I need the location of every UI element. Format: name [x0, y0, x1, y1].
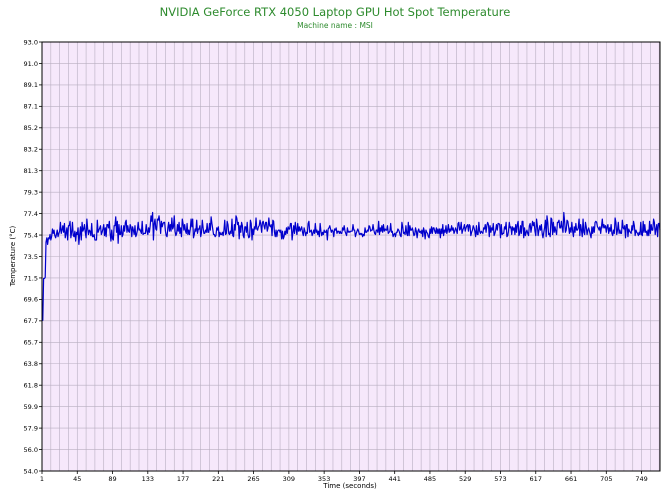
- y-axis-ticks: 93.0 91.0 89.1 87.1 85.2 83.2 81.3 79.3 77.4 75.4…: [24, 38, 42, 475]
- x-tick-label: 441: [388, 475, 400, 483]
- y-tick-label: 59.9: [24, 403, 38, 411]
- x-tick-label: 309: [283, 475, 295, 483]
- grid: [42, 42, 660, 471]
- y-tick-label: 87.1: [24, 103, 38, 111]
- y-axis-label: Temperature (°C): [9, 226, 17, 288]
- x-axis-label: Time (seconds): [322, 482, 377, 490]
- y-tick-label: 77.4: [24, 210, 38, 218]
- y-tick-label: 79.3: [24, 188, 38, 196]
- y-tick-label: 57.9: [24, 424, 38, 432]
- x-tick-label: 1: [40, 475, 44, 483]
- y-tick-label: 63.8: [24, 360, 38, 368]
- series-line: [42, 211, 661, 321]
- x-tick-label: 749: [635, 475, 647, 483]
- y-tick-label: 75.4: [24, 231, 38, 239]
- x-tick-label: 89: [108, 475, 116, 483]
- y-tick-label: 54.0: [24, 467, 38, 475]
- y-tick-label: 67.7: [24, 317, 38, 325]
- x-tick-label: 705: [600, 475, 612, 483]
- x-tick-label: 177: [177, 475, 189, 483]
- plot-border: [41, 41, 661, 472]
- y-tick-label: 91.0: [24, 60, 38, 68]
- y-tick-label: 85.2: [24, 124, 38, 132]
- x-tick-label: 617: [530, 475, 542, 483]
- y-tick-label: 71.5: [24, 274, 38, 282]
- x-tick-label: 221: [212, 475, 224, 483]
- x-tick-label: 265: [247, 475, 259, 483]
- x-tick-label: 529: [459, 475, 471, 483]
- y-tick-label: 61.8: [24, 382, 38, 390]
- chart-title: NVIDIA GeForce RTX 4050 Laptop GPU Hot S…: [160, 5, 511, 19]
- x-tick-label: 397: [353, 475, 365, 483]
- y-tick-label: 65.7: [24, 339, 38, 347]
- x-tick-label: 573: [494, 475, 506, 483]
- chart-subtitle: Machine name : MSI: [297, 21, 373, 30]
- y-tick-label: 93.0: [24, 38, 38, 46]
- y-tick-label: 83.2: [24, 146, 38, 154]
- x-tick-label: 485: [424, 475, 436, 483]
- y-tick-label: 73.5: [24, 253, 38, 261]
- y-tick-label: 89.1: [24, 81, 38, 89]
- x-tick-label: 133: [142, 475, 154, 483]
- x-tick-label: 661: [565, 475, 577, 483]
- y-tick-label: 69.6: [24, 296, 38, 304]
- x-tick-label: 353: [318, 475, 330, 483]
- x-tick-label: 45: [73, 475, 81, 483]
- y-tick-label: 81.3: [24, 167, 38, 175]
- y-tick-label: 56.0: [24, 446, 38, 454]
- x-axis-ticks: 1 45 89 133 177 221 265 309 353 397 441 485 529 573 61…: [40, 471, 648, 483]
